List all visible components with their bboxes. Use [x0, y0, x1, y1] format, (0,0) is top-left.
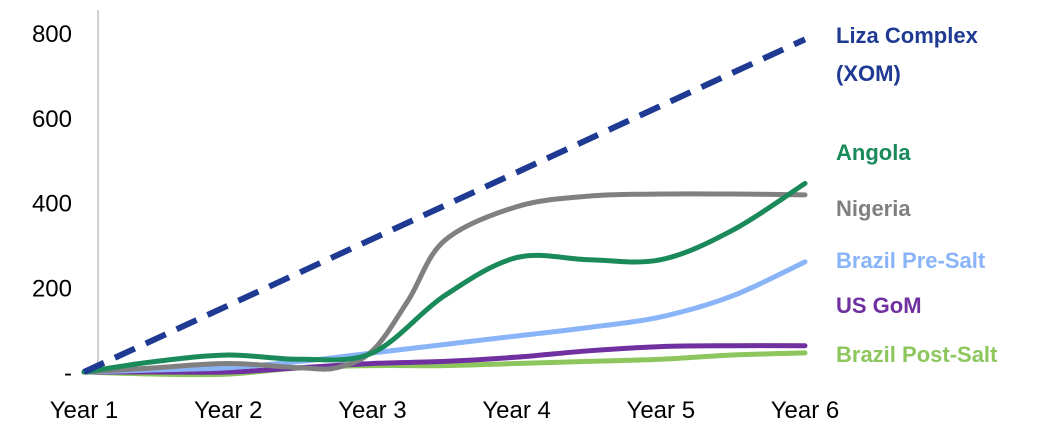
series-label-liza-complex-xom: Liza Complex (XOM) [836, 23, 979, 86]
series-lines [81, 36, 808, 378]
series-line-angola [81, 180, 808, 375]
series-label-nigeria: Nigeria [836, 196, 911, 221]
y-tick-label: 600 [32, 106, 72, 133]
series-label-angola: Angola [836, 140, 911, 165]
x-tick-label: Year 3 [338, 397, 407, 424]
series-label-us-gom: US GoM [836, 293, 922, 318]
series-line-nigeria [81, 191, 808, 375]
y-tick-label: 200 [32, 275, 72, 302]
x-tick-label: Year 6 [771, 397, 840, 424]
x-tick-label: Year 2 [194, 397, 263, 424]
x-axis-ticks: Year 1 Year 2 Year 3 Year 4 Year 5 Year 6 [50, 397, 840, 424]
series-label-brazil-pre-salt: Brazil Pre-Salt [836, 248, 986, 273]
x-tick-label: Year 5 [627, 397, 696, 424]
x-tick-label: Year 1 [50, 397, 119, 424]
x-tick-label: Year 4 [482, 397, 551, 424]
y-tick-label: - [64, 360, 72, 387]
y-tick-label: 800 [32, 21, 72, 48]
series-line-brazil-pre-salt [81, 259, 808, 375]
y-tick-label: 400 [32, 191, 72, 218]
y-axis-ticks: - 200 400 600 800 [32, 21, 72, 387]
series-labels: Liza Complex (XOM) Angola Nigeria Brazil Pre… [836, 23, 998, 367]
series-label-brazil-post-salt: Brazil Post-Salt [836, 342, 998, 367]
series-line-liza-complex-xom [82, 36, 807, 375]
series-line-us-gom [81, 343, 808, 375]
